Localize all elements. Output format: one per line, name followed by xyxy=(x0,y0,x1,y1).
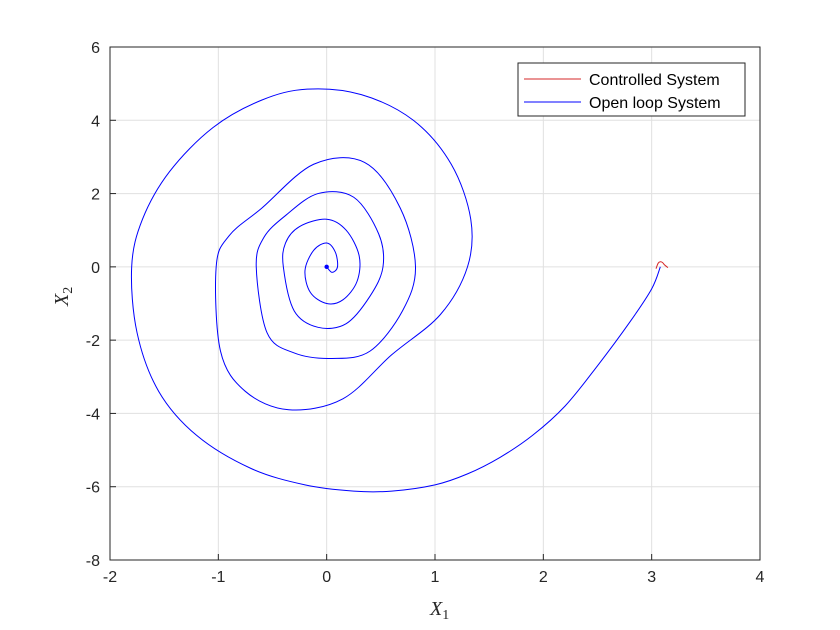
x-tick-label: -2 xyxy=(103,569,117,586)
y-tick-label: -8 xyxy=(86,553,100,570)
y-tick-label: 4 xyxy=(91,113,100,130)
x-axis-label: X1 xyxy=(429,598,449,623)
legend-label-controlled: Controlled System xyxy=(589,72,720,89)
x-axis-label-sub: 1 xyxy=(442,608,449,623)
spiral-center-point xyxy=(324,264,329,270)
y-tick-label: 6 xyxy=(91,40,100,57)
legend-label-open-loop: Open loop System xyxy=(589,95,721,112)
legend: Controlled System Open loop System xyxy=(517,62,746,117)
ticks: -2 -1 0 1 2 3 4 -8 -6 -4 -2 0 2 4 6 xyxy=(86,40,765,586)
y-tick-label: 0 xyxy=(91,260,100,277)
y-tick-label: -6 xyxy=(86,480,100,497)
series-line-open-loop xyxy=(130,88,661,493)
x-tick-label: 4 xyxy=(756,569,765,586)
y-tick-label: 2 xyxy=(91,187,100,204)
y-tick-label: -2 xyxy=(86,333,100,350)
x-tick-label: 2 xyxy=(539,569,548,586)
x-tick-label: 1 xyxy=(431,569,440,586)
y-axis-label: X2 xyxy=(51,287,76,307)
y-axis-label-sub: 2 xyxy=(61,287,76,294)
y-axis-label-main: X xyxy=(51,293,73,307)
x-tick-label: -1 xyxy=(211,569,225,586)
y-tick-label: -4 xyxy=(86,406,100,423)
series-group xyxy=(130,88,669,493)
series-line-controlled xyxy=(655,261,669,269)
x-tick-label: 0 xyxy=(322,569,331,586)
x-tick-label: 3 xyxy=(647,569,656,586)
x-axis-label-main: X xyxy=(429,598,443,620)
legend-box xyxy=(517,62,746,117)
